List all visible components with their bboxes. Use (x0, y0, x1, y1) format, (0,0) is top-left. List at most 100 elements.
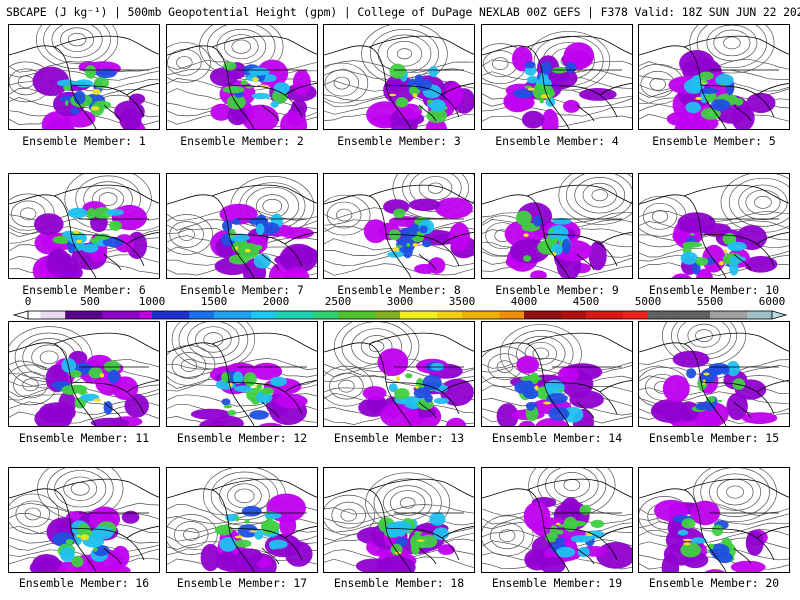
coastlines (167, 332, 317, 426)
colorbar-bin (573, 311, 587, 319)
ensemble-member-map (481, 24, 633, 130)
colorbar-bin (375, 311, 388, 319)
cape-shading (650, 350, 778, 426)
coastlines (639, 478, 789, 572)
colorbar-tick-label: 500 (80, 295, 100, 308)
colorbar-bin (214, 311, 227, 319)
colorbar-bin (28, 311, 41, 319)
cape-shading (358, 348, 474, 426)
colorbar-tick-label: 1000 (138, 295, 166, 308)
colorbar-bin (362, 311, 376, 319)
colorbar-bin (300, 311, 314, 319)
colorbar-bin (635, 311, 649, 319)
colorbar-bin (747, 311, 760, 319)
coastlines (639, 332, 789, 426)
map-canvas (324, 472, 474, 572)
map-canvas (167, 176, 317, 278)
ensemble-member-label: Ensemble Member: 1 (22, 134, 146, 148)
colorbar-bin (325, 311, 339, 319)
cape-shading (32, 61, 146, 129)
colorbar-bin (263, 311, 277, 319)
ensemble-member-label: Ensemble Member: 8 (337, 283, 461, 297)
coastlines (9, 184, 159, 278)
colorbar-bin (586, 311, 599, 319)
colorbar-tick-label: 3500 (448, 295, 476, 308)
colorbar-bin (486, 311, 500, 319)
colorbar-bin (610, 311, 624, 319)
sbcape-colorbar (12, 310, 788, 320)
coastlines (9, 35, 159, 129)
colorbar-bin (685, 311, 698, 319)
colorbar-bin (710, 311, 723, 319)
coastlines (482, 478, 632, 572)
ensemble-member-map (323, 173, 475, 279)
ensemble-member-map (323, 467, 475, 573)
cape-shading (366, 63, 474, 129)
ensemble-member-map (8, 467, 160, 573)
ensemble-member-label: Ensemble Member: 4 (495, 134, 619, 148)
map-title: SBCAPE (J kg⁻¹) | 500mb Geopotential Hei… (6, 5, 800, 19)
colorbar-tick-label: 6000 (758, 295, 786, 308)
map-canvas (639, 322, 789, 426)
map-canvas (482, 31, 632, 129)
colorbar-arrow-low (12, 310, 29, 320)
colorbar-bin (400, 311, 413, 319)
colorbar-bin (176, 311, 190, 319)
ensemble-member-map (166, 24, 318, 130)
map-canvas (9, 174, 159, 278)
coastlines (167, 478, 317, 572)
cape-shading (503, 42, 617, 129)
map-canvas (167, 322, 317, 426)
cape-shading (363, 197, 474, 274)
cape-shading (32, 201, 148, 278)
ensemble-member-label: Ensemble Member: 20 (648, 576, 780, 590)
cape-shading (523, 497, 632, 572)
colorbar-bin (412, 311, 426, 319)
colorbar-tick-label: 5500 (696, 295, 724, 308)
colorbar-bin (424, 311, 438, 319)
cape-shading (200, 493, 313, 572)
colorbar-bin (152, 311, 165, 319)
colorbar-tick-label: 0 (24, 295, 32, 308)
ensemble-member-map (166, 321, 318, 427)
coastlines (482, 35, 632, 129)
height-contours (324, 472, 474, 569)
colorbar-bin (387, 311, 401, 319)
ensemble-member-label: Ensemble Member: 12 (176, 431, 308, 445)
ensemble-member-map (481, 321, 633, 427)
ensemble-member-label: Ensemble Member: 17 (176, 576, 308, 590)
cape-shading (654, 499, 768, 572)
colorbar-arrow-high (771, 310, 788, 320)
colorbar-tick-label: 1500 (200, 295, 228, 308)
coastlines (324, 184, 474, 278)
colorbar-bin (462, 311, 475, 319)
ensemble-member-map (166, 173, 318, 279)
coastlines (167, 35, 317, 129)
colorbar-bin (499, 311, 512, 319)
coastlines (167, 184, 317, 278)
ensemble-member-map (481, 467, 633, 573)
colorbar-bin (52, 311, 66, 319)
colorbar-bin (139, 311, 153, 319)
map-canvas (324, 174, 474, 278)
colorbar-bin (226, 311, 240, 319)
colorbar-bin (189, 311, 202, 319)
ensemble-member-label: Ensemble Member: 13 (333, 431, 465, 445)
colorbar-bin (338, 311, 351, 319)
colorbar-bin (65, 311, 78, 319)
cape-shading (34, 350, 149, 426)
coastlines (482, 184, 632, 278)
ensemble-member-map (638, 467, 790, 573)
map-canvas (639, 25, 789, 129)
map-canvas (324, 25, 474, 129)
ensemble-member-label: Ensemble Member: 14 (491, 431, 623, 445)
coastlines (324, 35, 474, 129)
colorbar-bin (251, 311, 264, 319)
coastlines (324, 332, 474, 426)
colorbar-bin (276, 311, 289, 319)
colorbar-bin (759, 311, 773, 319)
map-canvas (482, 324, 632, 426)
ensemble-member-map (323, 321, 475, 427)
colorbar-tick-label: 2000 (262, 295, 290, 308)
colorbar-bin (536, 311, 550, 319)
